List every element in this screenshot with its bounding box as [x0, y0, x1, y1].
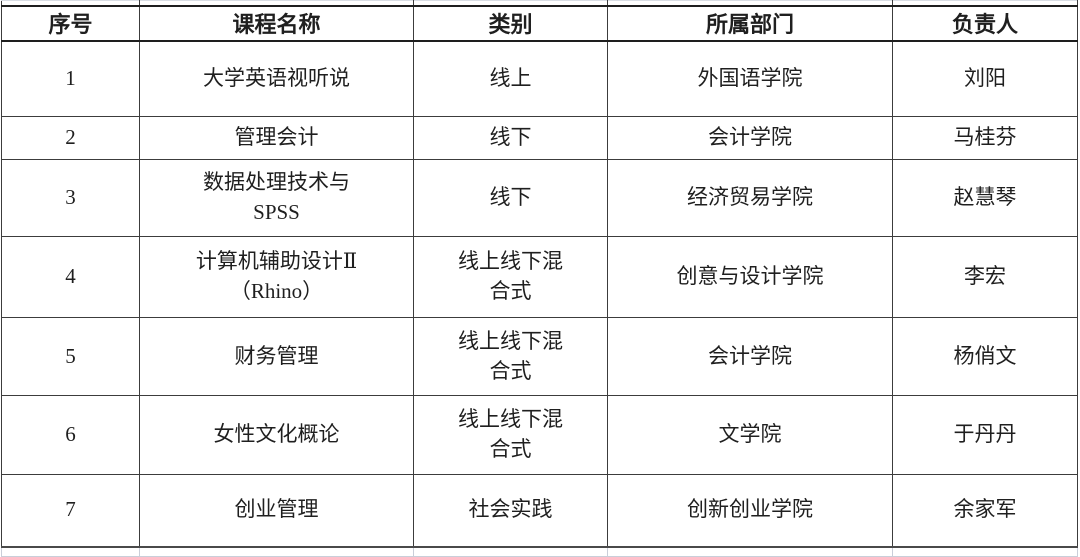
cell-department: 创新创业学院 [607, 474, 893, 547]
cell-course: 大学英语视听说 [139, 40, 414, 117]
header-row: 序号 课程名称 类别 所属部门 负责人 [1, 4, 1078, 42]
cell-department: 创意与设计学院 [607, 236, 893, 318]
cell-seq: 1 [1, 40, 140, 117]
cell-seq: 2 [1, 116, 140, 160]
cell-leader: 李宏 [892, 236, 1078, 318]
cell-leader: 刘阳 [892, 40, 1078, 117]
cell-category: 线上线下混 合式 [413, 236, 608, 318]
cell-category: 线上线下混 合式 [413, 317, 608, 396]
table-row: 1 大学英语视听说 线上 外国语学院 刘阳 [1, 40, 1078, 117]
header-cell-category: 类别 [413, 4, 608, 42]
cell-course: 财务管理 [139, 317, 414, 396]
cutoff-row-bottom [1, 545, 1078, 557]
cell-category: 线下 [413, 159, 608, 237]
cell-course: 数据处理技术与 SPSS [139, 159, 414, 237]
table-row: 2 管理会计 线下 会计学院 马桂芬 [1, 116, 1078, 160]
cutoff-cell [1, 545, 140, 557]
header-cell-department: 所属部门 [607, 4, 893, 42]
cell-department: 外国语学院 [607, 40, 893, 117]
table-row: 4 计算机辅助设计Ⅱ （Rhino） 线上线下混 合式 创意与设计学院 李宏 [1, 236, 1078, 318]
cell-course: 计算机辅助设计Ⅱ （Rhino） [139, 236, 414, 318]
cutoff-row-top [1, 0, 1078, 6]
cell-department: 会计学院 [607, 317, 893, 396]
cell-department: 经济贸易学院 [607, 159, 893, 237]
header-cell-seq: 序号 [1, 4, 140, 42]
cell-seq: 4 [1, 236, 140, 318]
cutoff-cell [413, 545, 608, 557]
cell-department: 会计学院 [607, 116, 893, 160]
table-row: 7 创业管理 社会实践 创新创业学院 余家军 [1, 474, 1078, 547]
cell-course: 创业管理 [139, 474, 414, 547]
table-row: 5 财务管理 线上线下混 合式 会计学院 杨俏文 [1, 317, 1078, 396]
cell-seq: 7 [1, 474, 140, 547]
header-cell-course: 课程名称 [139, 4, 414, 42]
cell-course: 管理会计 [139, 116, 414, 160]
cell-category: 线上线下混 合式 [413, 395, 608, 475]
cutoff-cell [892, 0, 1078, 6]
cell-seq: 5 [1, 317, 140, 396]
cell-leader: 杨俏文 [892, 317, 1078, 396]
cell-leader: 马桂芬 [892, 116, 1078, 160]
cutoff-cell [139, 545, 414, 557]
cell-leader: 余家军 [892, 474, 1078, 547]
table-row: 6 女性文化概论 线上线下混 合式 文学院 于丹丹 [1, 395, 1078, 475]
cutoff-cell [892, 545, 1078, 557]
cell-category: 社会实践 [413, 474, 608, 547]
header-cell-leader: 负责人 [892, 4, 1078, 42]
cell-leader: 于丹丹 [892, 395, 1078, 475]
cell-seq: 3 [1, 159, 140, 237]
cell-course: 女性文化概论 [139, 395, 414, 475]
cutoff-cell [607, 545, 893, 557]
cell-leader: 赵慧琴 [892, 159, 1078, 237]
cell-category: 线上 [413, 40, 608, 117]
cell-category: 线下 [413, 116, 608, 160]
cell-department: 文学院 [607, 395, 893, 475]
cell-seq: 6 [1, 395, 140, 475]
table-row: 3 数据处理技术与 SPSS 线下 经济贸易学院 赵慧琴 [1, 159, 1078, 237]
